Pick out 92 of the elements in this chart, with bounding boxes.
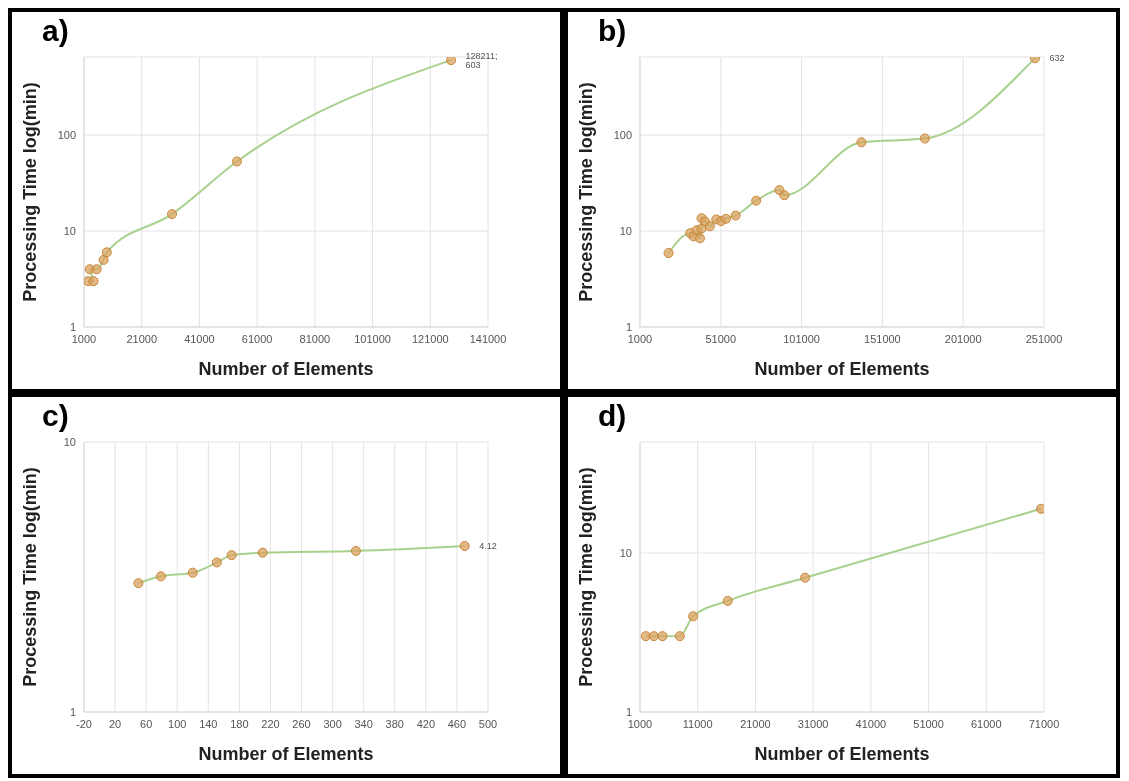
point [88,276,99,287]
point [856,137,867,148]
point [231,156,242,167]
x-tick-label: 260 [292,717,311,730]
x-tick-label: 20 [108,717,122,730]
point [167,209,178,220]
x-tick-label: 51000 [913,717,944,730]
x-tick-label: 340 [354,717,373,730]
point [800,572,811,583]
y-tick-label: 100 [57,128,76,141]
x-tick-label: 1000 [627,717,653,730]
data-label: 128211; 603 [465,50,498,70]
data-label: 4.12 [479,541,497,552]
point [657,631,668,642]
point [257,547,268,558]
y-tick-label: 10 [619,546,632,559]
x-axis-title: Number of Elements [754,744,930,764]
x-tick-label: 61000 [241,332,273,345]
point [720,213,731,224]
point [350,545,361,556]
x-tick-label: 121000 [411,332,449,345]
point [648,631,659,642]
x-tick-label: 500 [478,717,498,730]
x-tick-label: 460 [447,717,467,730]
point [91,264,102,275]
x-tick-label: 71000 [1028,717,1060,730]
point [640,631,651,642]
chart-title: d) [598,399,627,433]
x-tick-label: 41000 [184,332,215,345]
x-tick-label: 11000 [682,717,713,730]
point [751,195,762,206]
x-tick-label: 31000 [797,717,829,730]
point [730,210,741,221]
x-tick-label: 60 [140,717,153,730]
y-axis-title: Processing Time log(min) [20,82,41,302]
point [101,247,112,258]
point [226,550,237,561]
x-tick-label: 220 [261,717,280,730]
x-tick-label: 251000 [1025,332,1063,345]
x-tick-label: 380 [385,717,404,730]
data-label: 632 [1049,53,1065,64]
x-tick-label: 21000 [740,717,771,730]
y-tick-label: 1 [625,320,632,333]
point [211,557,222,568]
point [459,540,470,551]
point [919,133,930,144]
point [722,595,733,606]
x-tick-label: 420 [416,717,436,730]
x-tick-label: -20 [76,717,92,730]
y-axis-title: Processing Time log(min) [576,467,597,687]
y-tick-label: 10 [619,224,632,237]
point [704,221,715,232]
chart-title: a) [42,14,69,48]
x-tick-label: 41000 [855,717,887,730]
x-tick-label: 1000 [627,332,653,345]
point [155,571,166,582]
point [446,57,457,66]
point [674,631,685,642]
x-tick-label: 180 [230,717,249,730]
x-tick-label: 140 [199,717,218,730]
x-tick-label: 51000 [705,332,737,345]
x-tick-label: 300 [323,717,342,730]
point [663,248,674,259]
x-tick-label: 21000 [126,332,158,345]
y-tick-label: 100 [613,128,632,141]
point [694,233,705,244]
x-tick-label: 81000 [299,332,331,345]
point [133,578,144,589]
x-tick-label: 141000 [469,332,507,345]
y-tick-label: 1 [625,705,632,718]
point [187,567,198,578]
x-tick-label: 101000 [783,332,820,345]
point [779,190,790,201]
y-tick-label: 10 [63,435,76,448]
x-tick-label: 1000 [71,332,97,345]
y-tick-label: 1 [69,705,76,718]
chart-title: b) [598,14,627,48]
x-tick-label: 151000 [864,332,901,345]
x-axis-title: Number of Elements [754,359,930,379]
y-tick-label: 10 [63,224,76,237]
x-tick-label: 201000 [944,332,982,345]
x-tick-label: 100 [168,717,187,730]
y-axis-title: Processing Time log(min) [576,82,597,302]
x-axis-title: Number of Elements [198,744,374,764]
y-tick-label: 1 [69,320,76,333]
point [98,254,109,265]
chart-title: c) [42,399,69,433]
point [688,611,699,622]
x-tick-label: 101000 [354,332,391,345]
x-axis-title: Number of Elements [198,359,374,379]
x-tick-label: 61000 [970,717,1002,730]
y-axis-title: Processing Time log(min) [20,467,41,687]
